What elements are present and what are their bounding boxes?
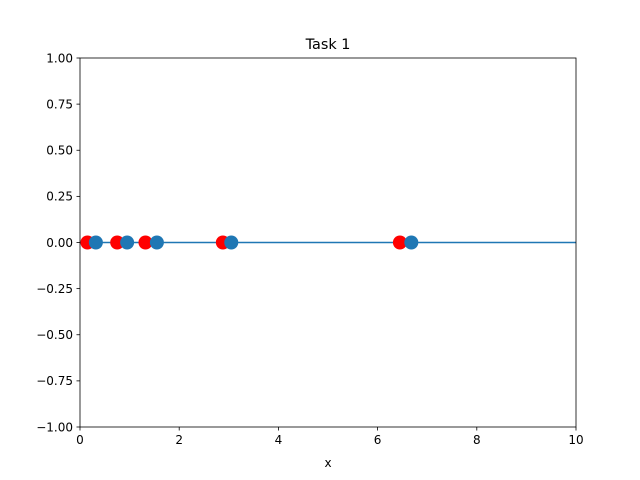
series-2-point [224, 235, 239, 250]
y-tick-label: 1.00 [46, 51, 73, 65]
x-axis-label: x [324, 456, 331, 470]
y-tick-label: 0.00 [46, 236, 73, 250]
plot-area: 0 2 4 6 8 10 −1.00 −0.75 −0.50 −0.25 0.00 0.25 0.50 0… [36, 51, 583, 447]
y-tick-label: 0.25 [46, 190, 73, 204]
series-1-point [138, 235, 153, 250]
series-2-point [88, 235, 103, 250]
y-tick-label: −1.00 [36, 420, 73, 434]
y-tick-label: 0.50 [46, 144, 73, 158]
y-tick-label: −0.25 [36, 282, 73, 296]
x-tick-label: 8 [473, 433, 481, 447]
x-tick-label: 4 [275, 433, 283, 447]
series-2-point [149, 235, 164, 250]
x-tick-label: 6 [374, 433, 382, 447]
axes-frame [79, 57, 577, 428]
y-tick-label: 0.75 [46, 97, 73, 111]
series-2-point [120, 235, 135, 250]
y-tick-label: −0.50 [36, 328, 73, 342]
x-tick-label: 0 [76, 433, 84, 447]
series-2-point [404, 235, 419, 250]
series-1-point [110, 235, 125, 250]
x-tick-label: 2 [175, 433, 183, 447]
chart-title: Task 1 [305, 37, 351, 53]
series-1-point [392, 235, 407, 250]
y-tick-label: −0.75 [36, 374, 73, 388]
x-tick-label: 10 [568, 433, 583, 447]
